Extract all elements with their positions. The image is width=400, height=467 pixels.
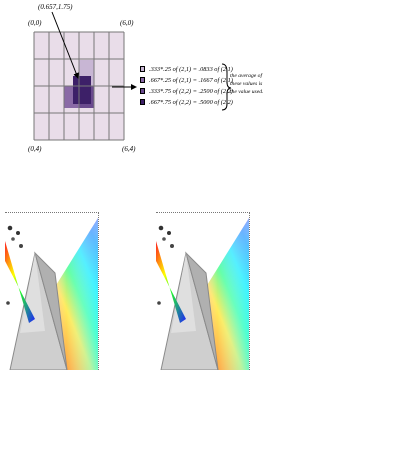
prism-image-right bbox=[156, 212, 250, 370]
prism-spectrum-picture bbox=[156, 213, 249, 370]
legend-text: .333*.75 of (2,2) = .2500 of (2,2) bbox=[149, 88, 233, 95]
prism-spectrum-picture bbox=[5, 213, 98, 370]
legend-row: .667*.25 of (2,1) = .1667 of (2,1) bbox=[140, 75, 233, 85]
legend-text: .333*.25 of (2,1) = .0833 of (2,1) bbox=[149, 66, 233, 73]
pixel-grid-svg bbox=[0, 0, 400, 170]
legend-swatch bbox=[140, 88, 145, 94]
prism-image-left bbox=[5, 212, 99, 370]
pixel-highlight-4 bbox=[73, 76, 91, 104]
note-line: these values is bbox=[230, 80, 262, 88]
average-note: the average of these values is the value… bbox=[230, 72, 262, 96]
note-line: the value used. bbox=[230, 88, 262, 96]
legend-row: .333*.75 of (2,2) = .2500 of (2,2) bbox=[140, 86, 233, 96]
legend-swatch bbox=[140, 99, 145, 105]
legend-swatch bbox=[140, 77, 145, 83]
legend-text: .667*.75 of (2,2) = .5000 of (2,2) bbox=[149, 99, 233, 106]
legend-row: .333*.25 of (2,1) = .0833 of (2,1) bbox=[140, 64, 233, 74]
legend-swatch bbox=[140, 66, 145, 72]
note-line: the average of bbox=[230, 72, 262, 80]
legend-text: .667*.25 of (2,1) = .1667 of (2,1) bbox=[149, 77, 233, 84]
legend-row: .667*.75 of (2,2) = .5000 of (2,2) bbox=[140, 97, 233, 107]
